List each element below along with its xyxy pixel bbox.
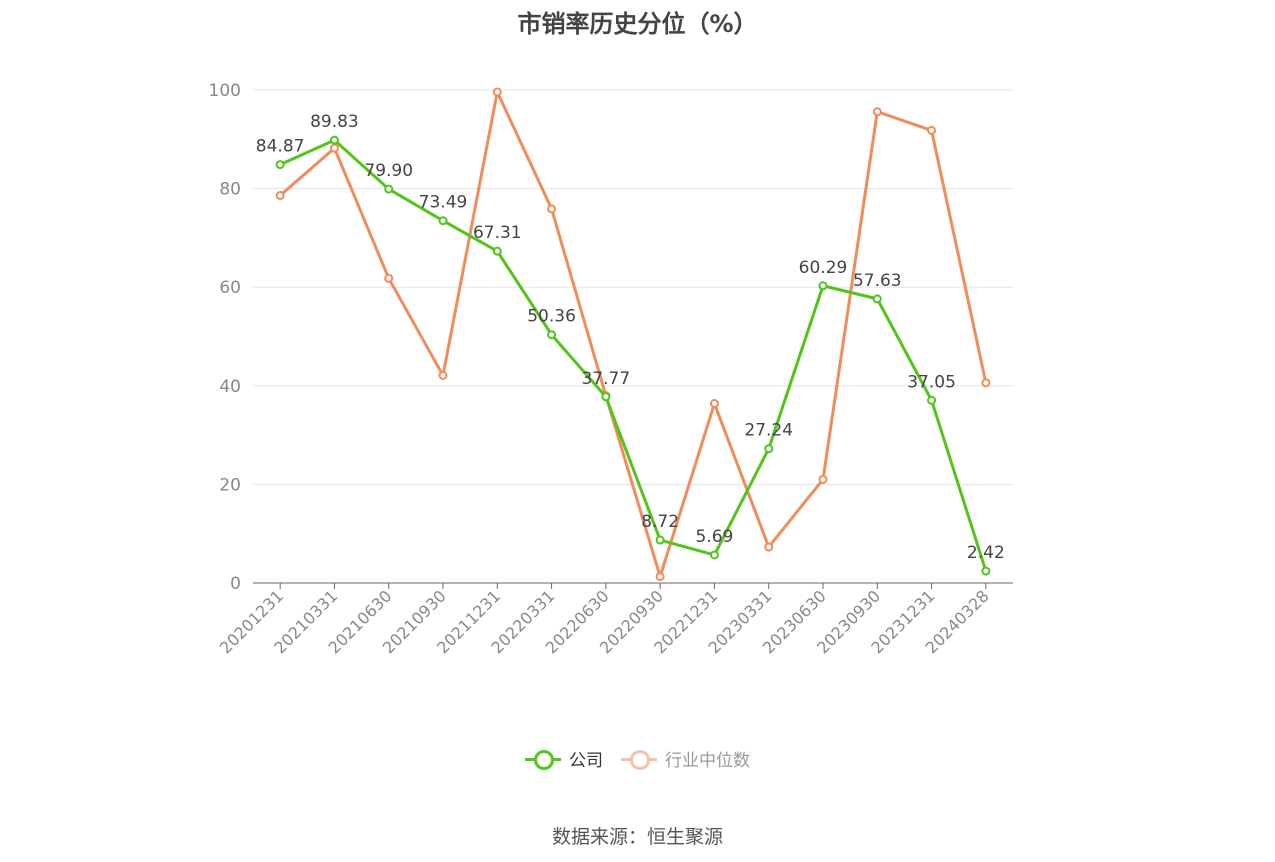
- data-label: 73.49: [419, 193, 468, 213]
- legend-company-icon: [525, 749, 561, 770]
- data-point-industry[interactable]: [438, 370, 448, 380]
- data-source: 数据来源：恒生聚源: [551, 826, 723, 848]
- data-point-company[interactable]: [818, 281, 828, 291]
- data-label: 37.05: [907, 372, 956, 392]
- series-line-company: [279, 138, 988, 572]
- legend: 公司 行业中位数: [0, 746, 1275, 771]
- data-point-industry[interactable]: [818, 474, 828, 484]
- data-point-company[interactable]: [384, 184, 394, 194]
- y-tick-label: 100: [209, 81, 241, 101]
- data-label: 27.24: [744, 421, 793, 441]
- y-tick-label: 80: [219, 180, 241, 200]
- data-point-industry[interactable]: [492, 87, 502, 97]
- data-label: 57.63: [853, 271, 902, 291]
- legend-item-company[interactable]: 公司: [525, 746, 603, 771]
- data-point-company[interactable]: [492, 246, 502, 256]
- y-tick-label: 40: [219, 377, 241, 397]
- grid-lines: [253, 89, 1013, 485]
- data-label: 79.90: [364, 161, 413, 181]
- y-tick-label: 0: [230, 574, 241, 594]
- data-point-industry[interactable]: [275, 191, 285, 201]
- data-label: 8.72: [641, 512, 679, 532]
- data-label: 60.29: [799, 258, 848, 278]
- data-point-company[interactable]: [655, 535, 665, 545]
- y-tick-label: 60: [219, 278, 241, 298]
- data-label: 89.83: [310, 112, 359, 132]
- data-point-industry[interactable]: [547, 204, 557, 214]
- data-point-industry[interactable]: [709, 399, 719, 409]
- data-label: 2.42: [967, 543, 1005, 563]
- data-point-industry[interactable]: [927, 125, 937, 135]
- y-tick-label: 20: [219, 475, 241, 495]
- series-lines: [275, 87, 991, 582]
- data-point-industry[interactable]: [872, 107, 882, 117]
- chart-title: 市销率历史分位（%）: [517, 10, 758, 38]
- line-chart: 0204060801002020123120210331202106302021…: [209, 81, 1013, 657]
- legend-company-label: 公司: [569, 751, 603, 771]
- data-point-company[interactable]: [764, 444, 774, 454]
- data-point-company[interactable]: [275, 160, 285, 170]
- series-line-industry: [279, 90, 988, 579]
- data-label: 67.31: [473, 223, 522, 243]
- data-label: 50.36: [527, 307, 576, 327]
- data-point-company[interactable]: [709, 550, 719, 560]
- data-point-company[interactable]: [981, 566, 991, 576]
- data-point-company[interactable]: [438, 216, 448, 226]
- data-point-industry[interactable]: [384, 273, 394, 283]
- legend-item-industry[interactable]: 行业中位数: [621, 746, 750, 771]
- legend-industry-label: 行业中位数: [665, 751, 750, 771]
- data-point-industry[interactable]: [655, 572, 665, 582]
- data-point-industry[interactable]: [981, 378, 991, 388]
- data-point-company[interactable]: [872, 294, 882, 304]
- data-label: 37.77: [582, 369, 631, 389]
- data-point-industry[interactable]: [764, 542, 774, 552]
- data-point-company[interactable]: [601, 392, 611, 402]
- data-point-company[interactable]: [927, 395, 937, 405]
- data-point-company[interactable]: [547, 330, 557, 340]
- data-point-industry[interactable]: [329, 143, 339, 153]
- data-label: 5.69: [695, 527, 733, 547]
- data-point-company[interactable]: [329, 135, 339, 145]
- legend-industry-icon: [621, 749, 657, 770]
- data-label: 84.87: [256, 137, 305, 157]
